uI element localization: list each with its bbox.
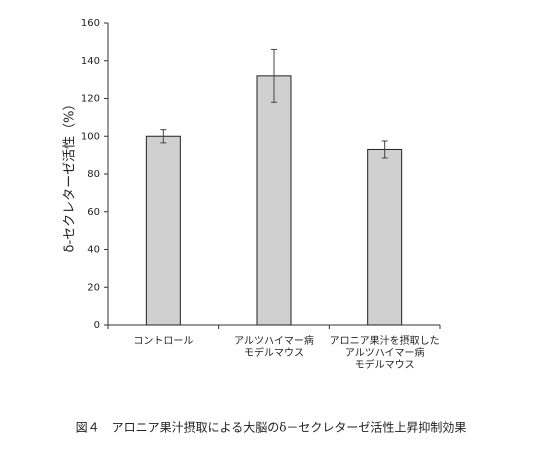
y-axis-label: δ-セクレターゼ活性（%） [63,98,78,253]
y-tick-label: 80 [87,169,100,180]
x-tick-label: モデルマウス [244,346,304,359]
y-tick-label: 140 [81,56,100,67]
bar [256,75,292,326]
bar [367,148,403,326]
caption: 図４ アロニア果汁摂取による大脳のδ－セクレターゼ活性上昇抑制効果 [76,420,467,435]
y-tick-label: 160 [81,18,100,29]
x-tick-label: モデルマウス [355,358,415,371]
y-tick-label: 40 [87,245,100,256]
y-tick-label: 20 [87,282,100,293]
y-tick-label: 60 [87,207,100,218]
x-tick-label: アロニア果汁を摂取した [330,334,440,347]
x-tick-label: アルツハイマー病 [345,346,425,359]
error-bar [271,48,277,103]
error-bar [381,140,388,159]
error-bar [160,129,167,144]
y-tick-label: 120 [81,94,100,105]
bar [145,135,181,326]
y-tick-label: 100 [81,131,100,142]
x-tick-label: アルツハイマー病 [234,334,314,347]
x-tick-label: コントロール [133,336,193,347]
y-tick-label: 0 [94,320,100,331]
